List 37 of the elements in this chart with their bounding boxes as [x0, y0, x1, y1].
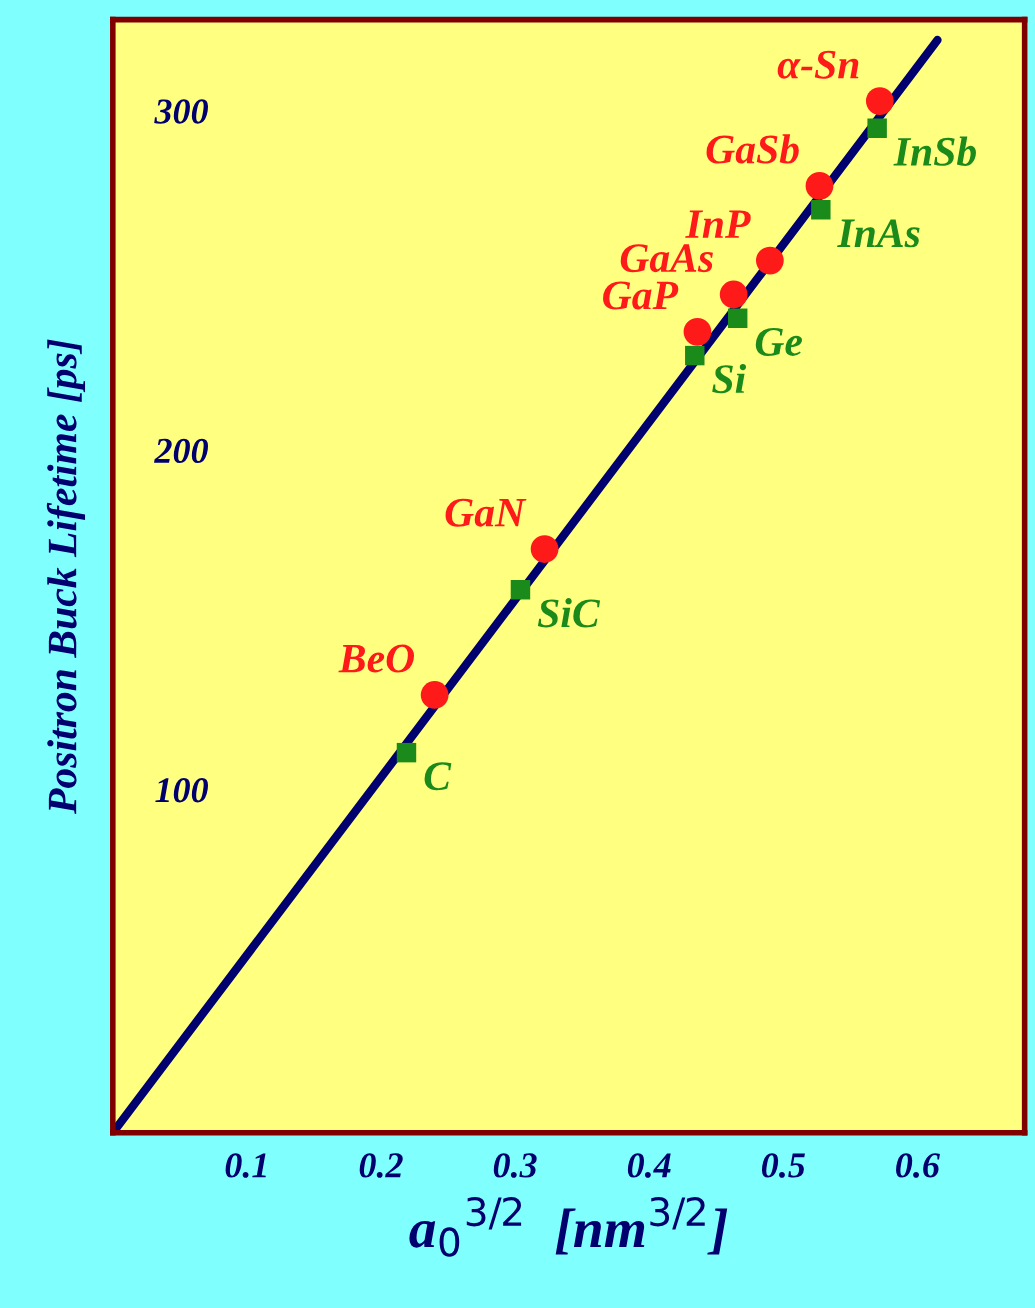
point	[510, 580, 531, 600]
data-label: InP	[685, 210, 751, 238]
point	[530, 535, 559, 563]
point	[811, 199, 831, 220]
point	[867, 118, 887, 138]
point	[865, 87, 894, 115]
y-tick-label: 100	[155, 778, 209, 803]
data-label: GaN	[445, 498, 527, 527]
data-label: Si	[712, 363, 747, 394]
data-label: α-Sn	[777, 50, 859, 79]
data-label: GaP	[603, 281, 679, 310]
data-label: C	[424, 762, 452, 791]
point	[755, 246, 784, 275]
point	[719, 280, 748, 309]
data-label: Ge	[755, 327, 803, 356]
x-tick-label: 0.3	[493, 1153, 537, 1178]
data-label: InSb	[893, 136, 976, 166]
point	[683, 317, 712, 346]
point	[727, 308, 748, 328]
x-tick-label: 0.5	[761, 1153, 805, 1178]
x-tick-label: 0.6	[896, 1153, 940, 1178]
data-label: InAs	[837, 219, 920, 248]
y-tick-label: 300	[154, 99, 209, 124]
x-tick-label: 0.2	[359, 1153, 403, 1178]
y-axis-title: Positron Buck Lifetime [ps]	[46, 339, 86, 815]
point	[805, 172, 834, 200]
data-label: BeO	[338, 644, 415, 673]
data-label: GaSb	[706, 134, 799, 164]
y-tick-label: 200	[154, 438, 209, 464]
x-tick-label: 0.4	[627, 1153, 671, 1178]
data-label: GaAs	[620, 244, 713, 273]
point	[685, 345, 705, 366]
x-axis-title: a$_{0}$$^{3/2}$ [nm$^{3/2}$]	[409, 1196, 728, 1257]
point	[420, 681, 449, 709]
point	[396, 742, 417, 763]
x-tick-label: 0.1	[225, 1153, 266, 1178]
data-label: SiC	[537, 598, 601, 628]
